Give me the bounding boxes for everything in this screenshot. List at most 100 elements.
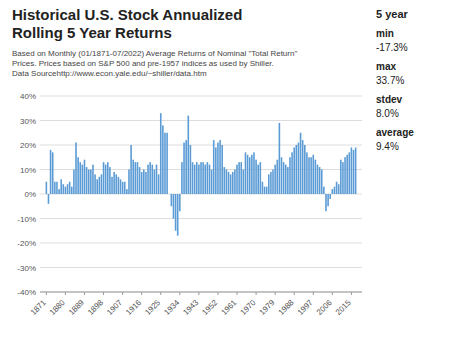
grid-line [40,267,362,268]
x-tick-label: 1934 [162,298,181,317]
stats-value: -17.3% [376,42,408,53]
bar [175,194,177,231]
bar [355,147,357,194]
bar [302,140,304,194]
bar [346,155,348,194]
x-tick [256,292,257,295]
bar [249,157,251,194]
y-tick-label: -30% [17,264,36,273]
bar [171,194,173,206]
bar [115,174,117,194]
bar [306,152,308,194]
y-tick-label: -40% [17,288,36,297]
bar [190,145,192,194]
bar [139,167,141,194]
bar [230,174,232,194]
bar [84,160,86,194]
bar [137,162,139,194]
x-tick-label: 1925 [143,298,162,317]
bar [194,165,196,194]
bar [65,187,67,194]
bar [332,189,334,194]
bar [60,179,62,194]
bar [268,174,270,194]
bar [274,165,276,194]
x-tick-label: 1880 [48,298,67,317]
bar [130,145,132,194]
title: Historical U.S. Stock Annualized [12,6,242,23]
bar [325,194,327,211]
bar [200,162,202,194]
bar [160,113,162,194]
y-tick-label: 30% [20,117,36,126]
bar [257,165,259,194]
bar [221,145,223,194]
bar [179,194,181,211]
bar [143,170,145,195]
stats-label: average [376,127,414,138]
bar [101,174,103,194]
bar [334,187,336,194]
bar [79,162,81,194]
bar [75,143,77,194]
bar [181,162,183,194]
bar [319,167,321,194]
bar [132,160,134,194]
bar [321,170,323,195]
bar [164,133,166,194]
bar [168,194,170,195]
bar [293,147,295,194]
x-tick [160,292,161,295]
bar [63,184,65,194]
chart: Historical U.S. Stock AnnualizedRolling … [0,0,474,340]
bar [264,187,266,194]
x-tick-label: 2015 [334,298,353,317]
stats-value: 9.4% [376,141,399,152]
x-tick [237,292,238,295]
bar [96,179,98,194]
bar [88,170,90,195]
grid [40,96,362,292]
bar [71,187,73,194]
x-tick-label: 1979 [258,298,277,317]
y-tick-label: 20% [20,141,36,150]
x-tick-label: 1970 [239,298,258,317]
x-tick [122,292,123,295]
bar [296,145,298,194]
bar [240,162,242,194]
bar [173,194,175,219]
y-tick-label: -20% [17,239,36,248]
x-tick-label: 1889 [67,298,86,317]
bar [124,182,126,194]
x-tick-label: 1943 [181,298,200,317]
stats-label: min [376,28,394,39]
x-tick [46,292,47,295]
bar [109,167,111,194]
x-tick-label: 1871 [29,298,48,317]
x-tick [313,292,314,295]
bar [353,150,355,194]
x-tick [351,292,352,295]
x-tick-label: 1961 [219,298,238,317]
bar [234,170,236,195]
x-tick-label: 1952 [200,298,219,317]
bar [166,133,168,194]
bar [300,133,302,194]
bar [99,177,101,194]
bar [73,170,75,195]
y-tick-label: 0% [24,190,36,199]
x-tick [179,292,180,295]
x-tick [294,292,295,295]
bar [77,157,79,194]
x-tick-label: 1916 [124,298,143,317]
y-tick-label: -10% [17,215,36,224]
bar [52,152,54,194]
bar [204,165,206,194]
bar [118,177,120,194]
x-tick [103,292,104,295]
bar [209,165,211,194]
bar [283,162,285,194]
y-tick-label: 40% [20,92,36,101]
bar [298,143,300,194]
x-tick [275,292,276,295]
